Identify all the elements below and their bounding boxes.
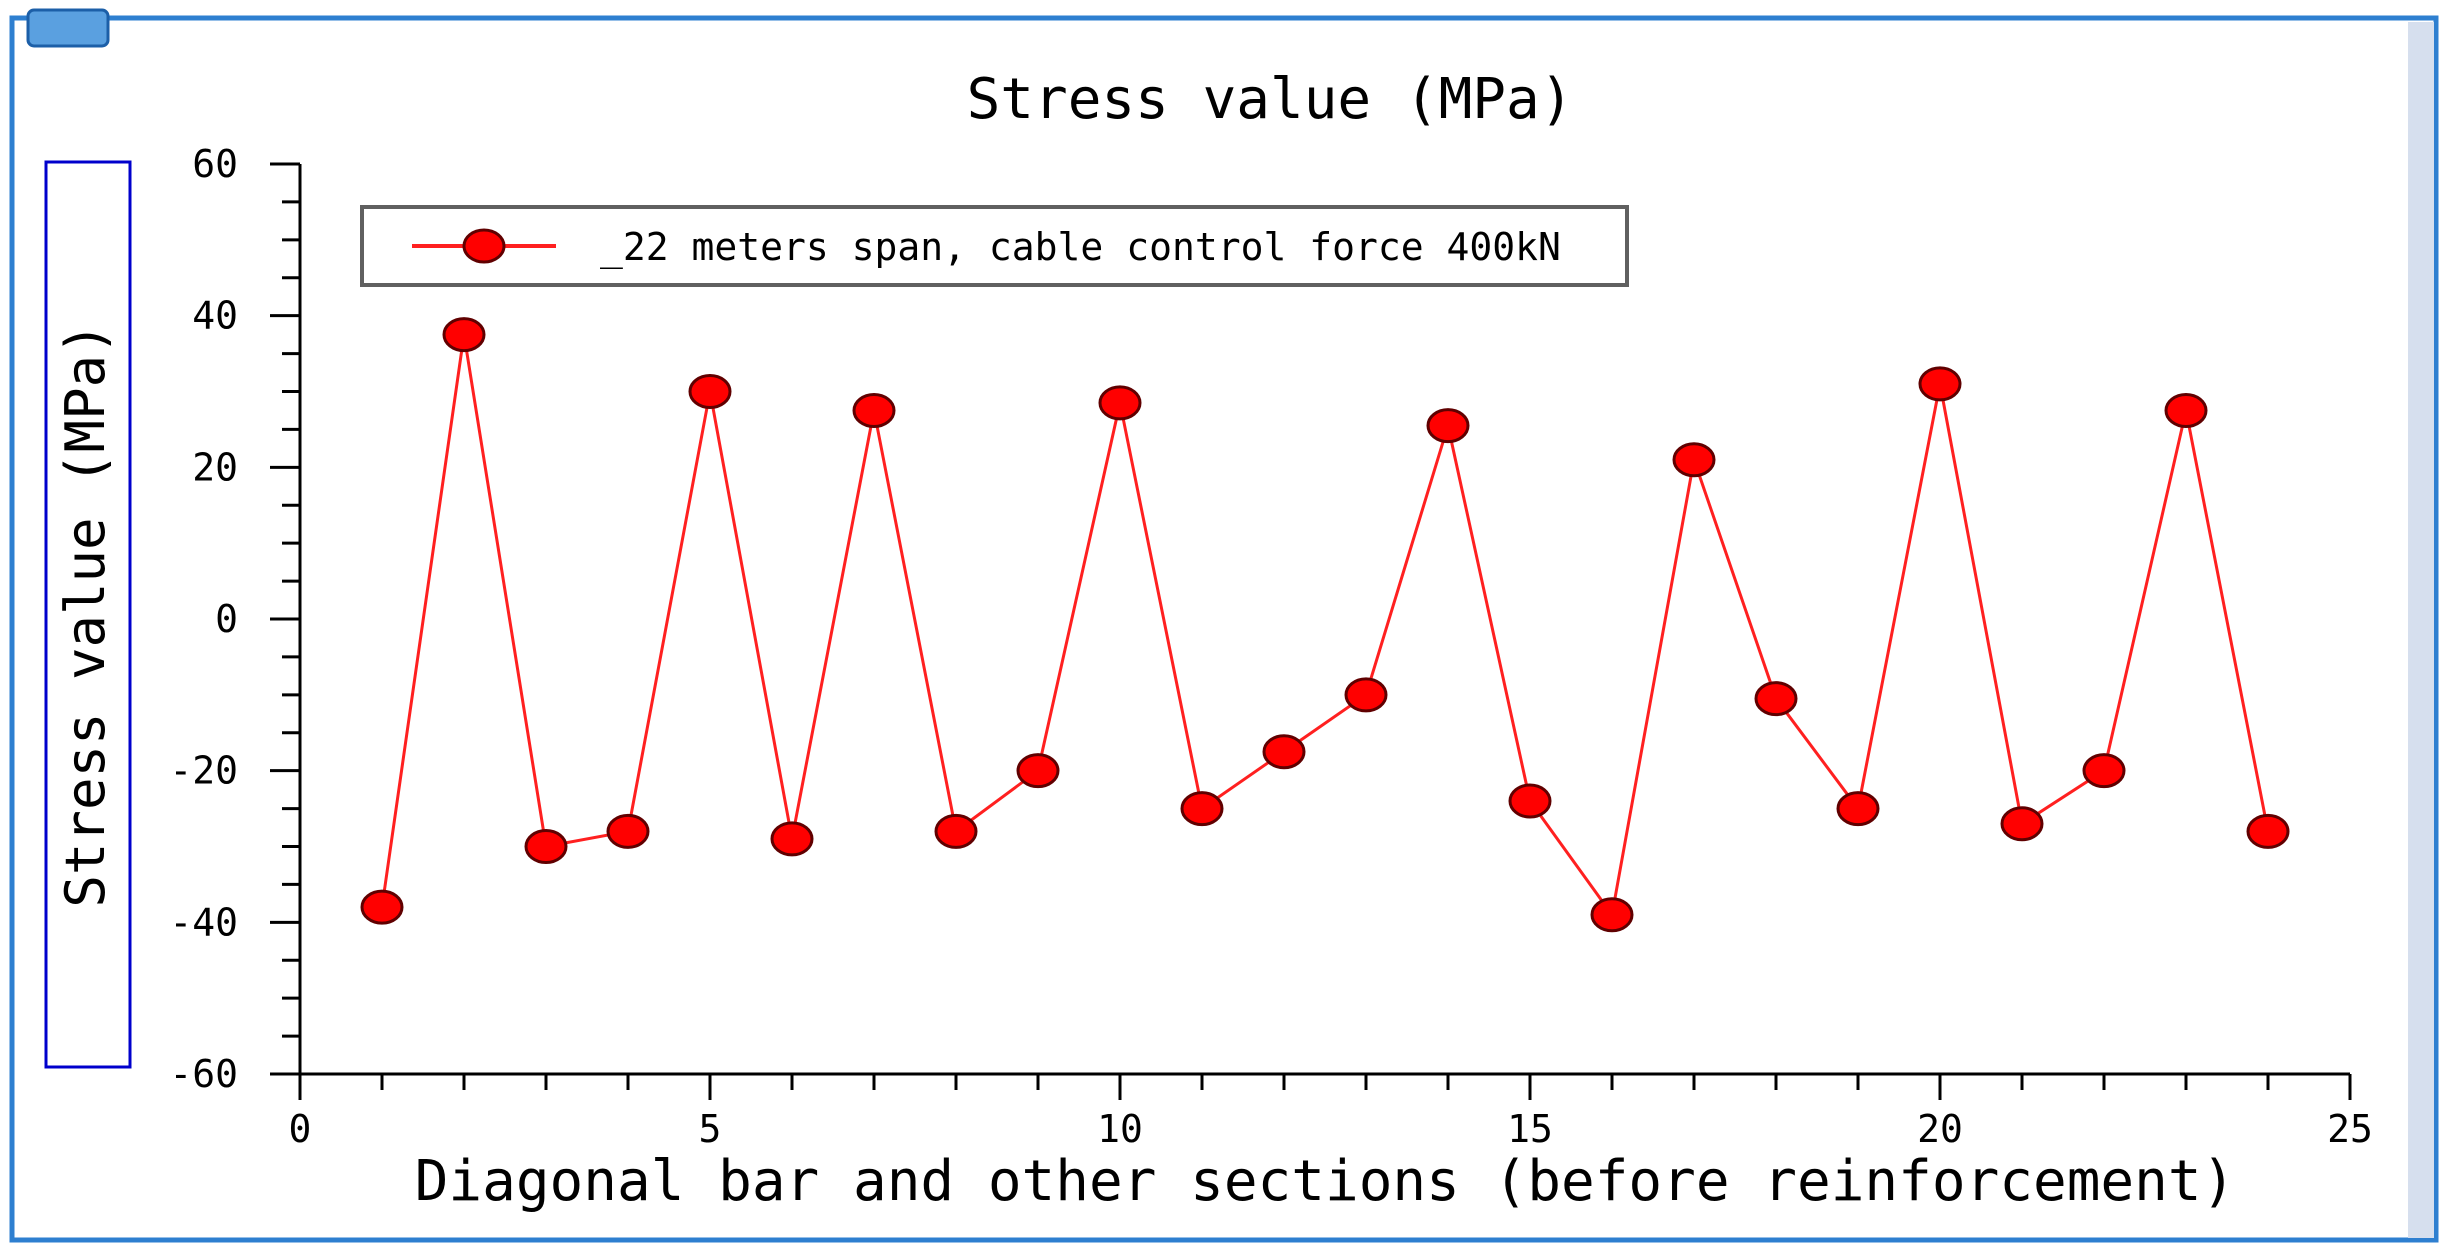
x-ticks: 0 5 10 15 20 25 (289, 1074, 2373, 1151)
x-tick-label: 25 (2327, 1107, 2373, 1151)
x-tick-label: 10 (1097, 1107, 1143, 1151)
legend-box (360, 205, 1629, 287)
x-tick-label: 15 (1507, 1107, 1553, 1151)
data-point (1426, 408, 1470, 444)
x-tick-label: 20 (1917, 1107, 1963, 1151)
data-point (2246, 813, 2290, 849)
data-point (1016, 753, 1060, 789)
data-point (524, 829, 568, 864)
data-point (1672, 442, 1716, 478)
data-point (2000, 806, 2044, 842)
y-tick-label: 0 (215, 597, 238, 641)
series-line (380, 334, 2270, 919)
data-point (688, 374, 732, 409)
legend: _22 meters span, cable control force 400… (360, 205, 1629, 287)
legend-marker (462, 228, 506, 264)
y-tick-label: -40 (169, 900, 238, 944)
x-axis-label: Diagonal bar and other sections (before … (415, 1149, 2236, 1214)
y-ticks: -60 -40 -20 0 20 40 60 (169, 142, 300, 1096)
y-tick-label: -20 (169, 749, 238, 793)
data-point (1262, 734, 1306, 770)
data-point (852, 392, 896, 428)
corner-tab-button[interactable] (26, 8, 110, 48)
chart-title: Stress value (MPa) (967, 67, 1574, 132)
y-tick-label: 20 (192, 445, 238, 489)
y-tick-label: 60 (192, 142, 238, 186)
series-layer (360, 317, 2290, 933)
data-point (1344, 677, 1388, 713)
y-tick-label: -60 (169, 1052, 238, 1096)
y-tick-label: 40 (192, 294, 238, 338)
data-point (1180, 791, 1224, 827)
data-point (1508, 783, 1552, 819)
x-tick-label: 0 (289, 1107, 312, 1151)
x-tick-label: 5 (699, 1107, 722, 1151)
window-border (9, 15, 2439, 1243)
data-point (934, 813, 978, 849)
data-point (1098, 385, 1142, 421)
data-point (442, 317, 486, 353)
ylabel-box (44, 160, 132, 1069)
data-point (606, 813, 650, 849)
data-point (1918, 366, 1962, 402)
data-point (1590, 897, 1634, 933)
data-point (2082, 753, 2126, 789)
data-point (2164, 392, 2208, 428)
data-point (770, 821, 814, 857)
data-point (1836, 791, 1880, 827)
right-scroll-strip (2408, 22, 2434, 1238)
data-point (1754, 681, 1798, 717)
legend-label: _22 meters span, cable control force 400… (600, 225, 1561, 270)
y-axis-label: Stress value (MPa) (54, 322, 117, 907)
data-point (360, 889, 404, 925)
